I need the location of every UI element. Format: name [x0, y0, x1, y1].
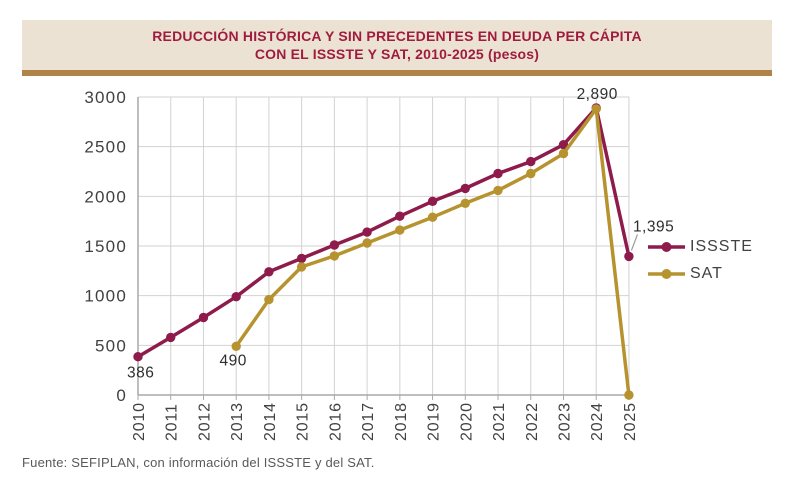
data-point-issste-2014 — [264, 267, 274, 277]
x-tick-label: 2019 — [426, 402, 443, 441]
chart-legend: ISSSTE SAT — [648, 236, 753, 284]
x-tick-label: 2016 — [327, 402, 344, 441]
annotation-490: 490 — [220, 352, 247, 369]
y-tick-label: 2000 — [84, 187, 127, 206]
data-point-sat-2019 — [427, 212, 438, 222]
x-tick-label: 2010 — [131, 402, 148, 441]
data-point-issste-2010 — [133, 352, 143, 362]
legend-label-issste: ISSSTE — [690, 237, 753, 255]
data-point-sat-2023 — [558, 148, 569, 159]
legend-item-issste: ISSSTE — [648, 236, 753, 257]
legend-swatch-issste — [648, 241, 685, 252]
y-tick-label: 500 — [95, 336, 127, 355]
chart-title-line1: REDUCCIÓN HISTÓRICA Y SIN PRECEDENTES EN… — [152, 28, 642, 44]
data-point-sat-2013 — [231, 341, 241, 351]
y-tick-label: 1000 — [84, 287, 127, 306]
data-point-issste-2012 — [198, 312, 209, 323]
x-tick-label: 2017 — [360, 402, 377, 441]
x-tick-label: 2014 — [262, 402, 279, 441]
data-point-issste-2017 — [362, 227, 372, 237]
x-tick-label: 2020 — [458, 402, 475, 441]
x-tick-label: 2012 — [196, 402, 213, 441]
legend-dot — [661, 268, 672, 279]
x-tick-label: 2018 — [393, 402, 410, 441]
x-tick-label: 2011 — [164, 403, 181, 441]
annotation-386: 386 — [127, 365, 154, 382]
legend-item-sat: SAT — [648, 263, 753, 284]
data-point-issste-2016 — [329, 240, 340, 250]
source-note: Fuente: SEFIPLAN, con información del IS… — [22, 455, 375, 470]
data-point-issste-2020 — [460, 183, 470, 194]
data-point-issste-2011 — [166, 332, 176, 343]
data-point-sat-2014 — [264, 294, 274, 305]
x-tick-label: 2025 — [622, 402, 639, 441]
data-point-issste-2022 — [526, 156, 536, 167]
data-point-sat-2025 — [624, 390, 634, 400]
data-point-sat-2024 — [591, 104, 601, 114]
legend-swatch-sat — [648, 268, 685, 279]
x-tick-label: 2021 — [491, 402, 508, 441]
data-point-sat-2021 — [493, 185, 503, 196]
data-point-sat-2017 — [362, 238, 372, 248]
y-tick-label: 3000 — [84, 88, 127, 107]
x-tick-label: 2024 — [589, 402, 606, 441]
annotation-2890: 2,890 — [577, 86, 618, 103]
x-tick-label: 2015 — [295, 402, 312, 441]
legend-dot — [661, 241, 672, 252]
x-tick-label: 2023 — [556, 402, 573, 441]
data-point-sat-2015 — [296, 262, 307, 272]
data-point-issste-2018 — [395, 211, 405, 221]
data-point-sat-2018 — [395, 225, 405, 235]
data-point-sat-2016 — [329, 251, 340, 261]
data-point-issste-2021 — [493, 168, 503, 179]
data-point-issste-2023 — [558, 140, 569, 150]
annotation-leader-line — [630, 234, 639, 251]
data-point-sat-2020 — [460, 198, 470, 208]
x-tick-label: 2013 — [229, 402, 246, 441]
chart-title-line2: CON EL ISSSTE Y SAT, 2010-2025 (pesos) — [254, 46, 540, 62]
y-tick-label: 2500 — [84, 138, 127, 157]
data-point-issste-2025 — [624, 251, 634, 262]
annotation-1395: 1,395 — [633, 218, 674, 235]
legend-label-sat: SAT — [690, 264, 723, 282]
series-line-issste — [136, 106, 631, 359]
data-point-issste-2015 — [296, 253, 307, 264]
y-tick-label: 1500 — [84, 237, 127, 256]
data-point-issste-2019 — [427, 196, 438, 206]
y-tick-label: 0 — [116, 386, 127, 405]
data-point-issste-2013 — [231, 292, 241, 302]
data-point-sat-2022 — [526, 168, 536, 179]
x-tick-label: 2022 — [524, 402, 541, 441]
title-banner: REDUCCIÓN HISTÓRICA Y SIN PRECEDENTES EN… — [22, 20, 772, 76]
